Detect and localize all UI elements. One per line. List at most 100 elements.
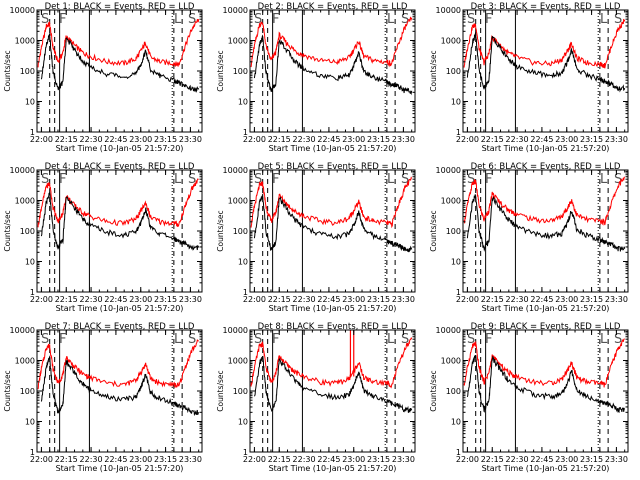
panel-title: Det 5: BLACK = Events, RED = LLD (258, 162, 408, 172)
x-tick-label: 23:00 (129, 295, 152, 304)
events-series-line (40, 355, 200, 417)
y-tick-label: 10000 (223, 166, 248, 175)
y-tick-label: 10000 (10, 6, 35, 15)
x-tick-label: 22:30 (80, 455, 103, 464)
panel-curves (250, 330, 413, 413)
x-tick-label: 22:00 (30, 135, 53, 144)
region-label: S (41, 172, 49, 187)
panel-curves (37, 338, 200, 417)
x-tick-label: 22:45 (317, 135, 340, 144)
x-tick-label: 22:15 (268, 455, 291, 464)
y-tick-label: 1000 (228, 197, 248, 206)
y-tick-label: 10 (25, 258, 35, 267)
x-tick-label: 23:00 (555, 455, 578, 464)
lld-series-line (250, 336, 413, 389)
region-label: F (59, 12, 66, 27)
region-label: L (174, 172, 182, 187)
x-tick-label: 23:30 (605, 455, 628, 464)
panel-curves (250, 16, 413, 96)
y-tick-label: 10000 (10, 166, 35, 175)
lld-series-line (37, 18, 200, 68)
x-tick-label: 23:30 (392, 295, 415, 304)
panel-axes-box (36, 169, 203, 293)
y-tick-label: 100 (20, 387, 35, 396)
y-tick-label: 10000 (436, 166, 461, 175)
panel-title: Det 7: BLACK = Events, RED = LLD (45, 322, 195, 332)
events-series-line (466, 194, 626, 252)
y-tick-label: 1 (456, 288, 461, 297)
x-tick-label: 22:30 (506, 295, 529, 304)
y-tick-label: 100 (20, 227, 35, 236)
region-label: S (614, 172, 622, 187)
y-tick-label: 1000 (228, 37, 248, 46)
lld-series-line (250, 16, 413, 68)
x-tick-label: 22:45 (104, 295, 127, 304)
lld-series-line (463, 18, 626, 69)
x-tick-label: 23:15 (580, 295, 603, 304)
x-tick-label: 22:00 (456, 295, 479, 304)
x-tick-label: 22:15 (481, 135, 504, 144)
events-series-line (466, 31, 626, 93)
x-tick-label: 23:30 (179, 295, 202, 304)
x-tick-label: 22:45 (530, 135, 553, 144)
y-tick-label: 1 (30, 288, 35, 297)
y-tick-label: 100 (446, 387, 461, 396)
y-tick-label: 1 (243, 448, 248, 457)
x-tick-label: 23:15 (154, 135, 177, 144)
region-label: L (174, 332, 182, 347)
x-axis-label: Start Time (10-Jan-05 21:57:20) (482, 144, 610, 153)
y-axis-label: Counts/sec (3, 210, 12, 251)
region-label: S (41, 332, 49, 347)
x-tick-label: 23:15 (367, 295, 390, 304)
y-tick-label: 100 (233, 227, 248, 236)
y-tick-label: 10 (25, 98, 35, 107)
region-label: L (387, 332, 395, 347)
x-tick-label: 22:00 (30, 455, 53, 464)
x-axis-label: Start Time (10-Jan-05 21:57:20) (56, 144, 184, 153)
x-tick-label: 22:00 (243, 295, 266, 304)
x-tick-label: 22:15 (268, 135, 291, 144)
y-tick-label: 1000 (15, 357, 35, 366)
x-tick-label: 23:00 (129, 455, 152, 464)
region-label: S (614, 332, 622, 347)
x-tick-label: 23:30 (605, 135, 628, 144)
region-label: L (174, 12, 182, 27)
panel-axes-box (36, 9, 203, 133)
panel-axes-box (462, 329, 629, 453)
x-tick-label: 22:45 (317, 455, 340, 464)
panel-axes-box (249, 329, 416, 453)
panel-title: Det 2: BLACK = Events, RED = LLD (258, 2, 408, 12)
region-label: S (467, 172, 475, 187)
x-tick-label: 22:30 (293, 295, 316, 304)
x-axis-label: Start Time (10-Jan-05 21:57:20) (56, 464, 184, 473)
y-tick-label: 100 (446, 67, 461, 76)
region-label: S (188, 12, 196, 27)
x-tick-label: 23:00 (555, 135, 578, 144)
y-axis-label: Counts/sec (216, 370, 225, 411)
x-tick-label: 22:45 (530, 295, 553, 304)
x-axis-label: Start Time (10-Jan-05 21:57:20) (269, 464, 397, 473)
x-tick-label: 22:00 (456, 455, 479, 464)
events-series-line (253, 193, 413, 253)
region-label: S (467, 12, 475, 27)
lld-series-line (250, 176, 413, 229)
panel-axes-box (249, 169, 416, 293)
region-label: L (600, 172, 608, 187)
y-tick-label: 100 (446, 227, 461, 236)
region-label: F (59, 332, 66, 347)
x-tick-label: 23:15 (154, 295, 177, 304)
y-tick-label: 10000 (10, 326, 35, 335)
y-tick-label: 1 (243, 128, 248, 137)
region-label: L (600, 332, 608, 347)
y-tick-label: 100 (233, 387, 248, 396)
lld-series-line (463, 338, 625, 388)
x-tick-label: 23:15 (580, 455, 603, 464)
region-label: F (485, 332, 492, 347)
x-axis-label: Start Time (10-Jan-05 21:57:20) (482, 304, 610, 313)
y-tick-label: 10 (238, 418, 248, 427)
y-tick-label: 1000 (441, 357, 461, 366)
x-tick-label: 23:30 (179, 135, 202, 144)
